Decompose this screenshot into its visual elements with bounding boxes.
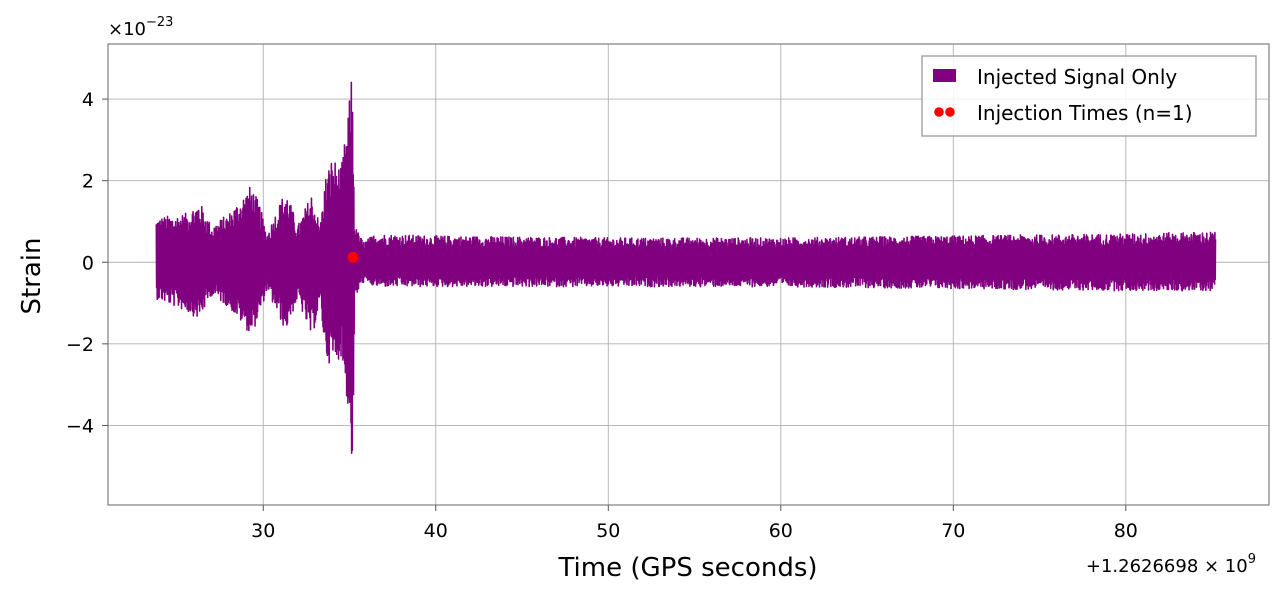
- series-injected-signal-core: [156, 139, 1216, 399]
- x-offset-label: +1.2626698 × 109: [1086, 552, 1256, 577]
- y-tick-label: −2: [66, 334, 94, 356]
- x-tick-label: 50: [596, 520, 620, 542]
- plot-frame: [107, 43, 1270, 506]
- injection-time-point: [347, 251, 359, 263]
- legend-marker-injection-times-a: [934, 107, 944, 117]
- x-tick-label: 70: [941, 520, 965, 542]
- y-tick-label: 4: [82, 89, 94, 111]
- x-tick-label: 30: [251, 520, 275, 542]
- x-tick-label: 80: [1114, 520, 1138, 542]
- y-tick-label: 2: [82, 171, 94, 193]
- legend-box: [921, 55, 1257, 137]
- x-axis-label: Time (GPS seconds): [557, 553, 817, 583]
- legend-label-injected-signal: Injected Signal Only: [977, 65, 1177, 89]
- series-layer: [155, 81, 1217, 454]
- y-scale-label: ×10−23: [108, 15, 173, 40]
- ticks: 30 40 50 60 70 80 −4 −2 0 2 4: [66, 89, 1138, 542]
- legend-swatch-injected-signal: [933, 69, 956, 82]
- legend-marker-injection-times-b: [945, 107, 955, 117]
- y-tick-label: −4: [66, 415, 94, 437]
- y-tick-label: 0: [82, 252, 94, 274]
- y-axis-label: Strain: [17, 237, 47, 314]
- legend-label-injection-times: Injection Times (n=1): [977, 101, 1193, 125]
- x-tick-label: 60: [769, 520, 793, 542]
- legend: Injected Signal Only Injection Times (n=…: [921, 55, 1257, 137]
- x-tick-label: 40: [424, 520, 448, 542]
